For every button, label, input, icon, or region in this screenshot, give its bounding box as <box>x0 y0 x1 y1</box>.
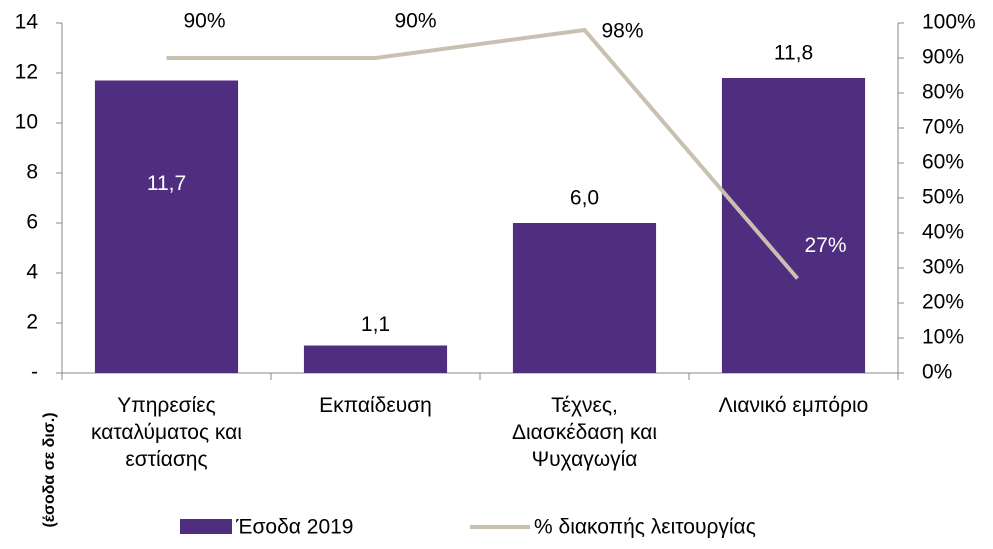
line <box>166 27 800 280</box>
x-tick-label: Τέχνες, Διασκέδαση και Ψυχαγωγία <box>511 394 657 471</box>
y2-tick-label: 60% <box>922 151 964 174</box>
y-tick-label: 4 <box>26 261 38 284</box>
legend-label: % διακοπής λειτουργίας <box>534 516 756 539</box>
y-tick-label: 10 <box>15 111 38 134</box>
y-tick-label: 12 <box>15 61 38 84</box>
legend-label: Έσοδα 2019 <box>235 516 354 539</box>
line-value-label: 90% <box>394 10 436 33</box>
bar <box>721 78 866 373</box>
y-tick-label: 2 <box>26 311 38 334</box>
y2-tick-label: 0% <box>922 361 952 384</box>
bar-value-label: 1,1 <box>361 313 390 336</box>
x-tick-label: Λιανικό εμπόριο <box>718 394 869 417</box>
legend-swatch <box>180 519 232 534</box>
y2-tick-label: 50% <box>922 186 964 209</box>
y2-tick-label: 70% <box>922 116 964 139</box>
y-tick-label: 14 <box>15 11 39 34</box>
y2-tick-label: 30% <box>922 256 964 279</box>
bar-value-label: 6,0 <box>570 187 599 210</box>
y2-tick-label: 100% <box>922 11 976 34</box>
y2-tick-label: 20% <box>922 291 964 314</box>
y2-tick-label: 40% <box>922 221 964 244</box>
line-value-label: 90% <box>183 10 225 33</box>
y-tick-label: - <box>31 361 38 384</box>
bar-value-label: 11,8 <box>774 42 813 65</box>
x-tick-label: Υπηρεσίες καταλύματος και εστίασης <box>91 394 242 471</box>
x-tick-label: Εκπαίδευση <box>319 394 432 417</box>
y-tick-label: 6 <box>26 211 38 234</box>
bar <box>303 345 448 373</box>
line-value-label: 27% <box>804 234 846 257</box>
bar <box>94 80 239 373</box>
y2-tick-label: 10% <box>922 326 964 349</box>
bar-value-label: 11,7 <box>147 172 186 195</box>
y-axis-label: (έσοδα σε δισ.) <box>41 412 58 527</box>
y2-tick-label: 90% <box>922 46 964 69</box>
bar <box>512 223 657 373</box>
y2-tick-label: 80% <box>922 81 964 104</box>
line-value-label: 98% <box>601 20 643 43</box>
y-tick-label: 8 <box>26 161 38 184</box>
